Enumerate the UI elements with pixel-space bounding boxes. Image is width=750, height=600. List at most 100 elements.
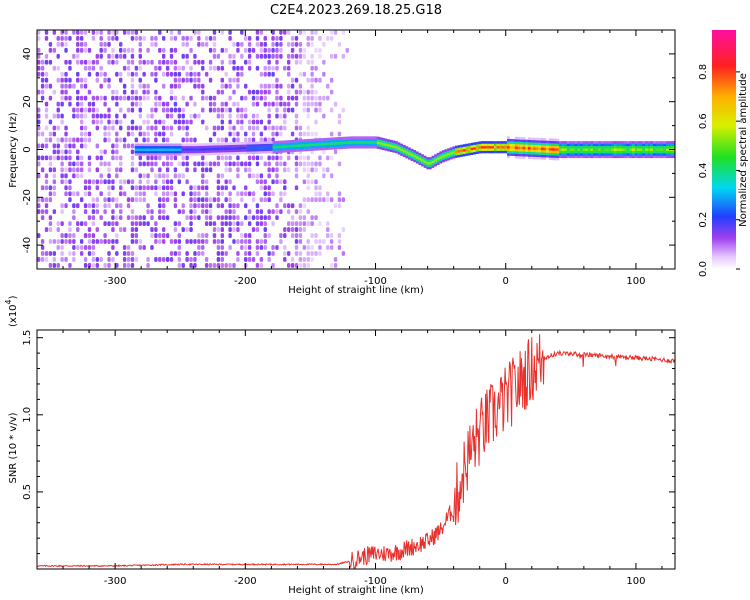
spectrogram-cell: [418, 155, 422, 158]
spectrogram-cell: [130, 30, 135, 35]
spectrogram-cell: [224, 251, 228, 256]
spectrogram-cell: [413, 159, 417, 163]
spectrogram-cell: [306, 141, 310, 144]
spectrogram-cell: [621, 155, 625, 159]
spectrogram-cell: [232, 131, 236, 137]
spectrogram-cell: [150, 245, 154, 250]
spectrogram-cell: [603, 155, 607, 159]
spectrogram-cell: [267, 141, 271, 144]
spectrogram-cell: [303, 139, 307, 142]
spectrogram-cell: [397, 149, 401, 153]
spectrogram-cell: [119, 191, 123, 197]
spectrogram-cell: [154, 35, 158, 41]
spectrogram-cell: [329, 107, 334, 113]
spectrogram-cell: [384, 138, 388, 142]
spectrogram-cell: [193, 167, 197, 173]
spectrogram-cell: [142, 245, 146, 250]
spectrogram-cell: [384, 148, 388, 151]
spectrogram-cell: [185, 215, 189, 221]
spectrogram-cell: [286, 89, 291, 95]
spectrogram-cell: [158, 148, 161, 151]
spectrogram-cell: [556, 155, 560, 159]
spectrogram-cell: [185, 161, 189, 167]
spectrogram-cell: [376, 146, 380, 149]
spectrogram-cell: [507, 141, 510, 144]
spectrogram-cell: [103, 77, 107, 83]
spectrogram-cell: [605, 143, 609, 147]
spectrogram-cell: [267, 173, 271, 179]
spectrogram-cell: [122, 47, 127, 53]
spectrogram-cell: [290, 47, 295, 53]
spectrogram-cell: [119, 53, 123, 59]
spectrogram-cell: [87, 227, 92, 232]
spectrogram-cell: [177, 245, 182, 250]
spectrogram-cell: [279, 209, 283, 215]
spectrogram-cell: [241, 142, 245, 145]
spectrogram-cell: [208, 47, 213, 53]
spectrogram-cell: [158, 257, 162, 262]
spectrogram-cell: [60, 173, 64, 179]
spectrogram-cell: [574, 141, 578, 144]
spectrogram-cell: [494, 141, 497, 144]
spectrogram-cell: [220, 47, 224, 53]
spectrogram-cell: [314, 143, 318, 146]
spectrogram-cell: [275, 209, 279, 215]
spectrogram-cell: [155, 143, 159, 147]
spectrogram-cell: [169, 89, 174, 95]
spectrogram-cell: [671, 145, 674, 149]
spectrogram-cell: [382, 137, 385, 141]
spectrogram-cell: [194, 143, 198, 147]
spectrogram-cell: [126, 143, 131, 149]
spectrogram-cell: [233, 149, 237, 153]
spectrogram-cell: [189, 191, 193, 197]
spectrogram-cell: [201, 185, 205, 191]
spectrogram-cell: [139, 150, 143, 154]
spectrogram-cell: [103, 137, 107, 143]
spectrogram-cell: [658, 150, 661, 154]
spectrogram-cell: [561, 155, 565, 159]
spectrogram-cell: [220, 113, 224, 119]
spectrogram-cell: [660, 143, 664, 147]
spectrogram-cell: [318, 77, 322, 83]
spectrogram-cell: [650, 150, 654, 154]
spectrogram-cell: [216, 113, 221, 119]
spectrogram-cell: [173, 153, 177, 156]
spectrogram-cell: [452, 148, 456, 152]
spectrogram-cell: [238, 149, 242, 152]
spectrogram-cell: [177, 107, 182, 113]
spectrogram-cell: [660, 153, 664, 156]
spectrogram-cell: [314, 101, 318, 107]
spectrogram-cell: [126, 30, 131, 35]
spectrogram-cell: [44, 30, 49, 35]
spectrogram-cell: [150, 227, 154, 232]
spectrogram-cell: [52, 263, 57, 268]
spectrogram-cell: [147, 153, 151, 156]
spectrogram-cell: [514, 155, 518, 159]
spectrogram-cell: [87, 167, 92, 173]
spectrogram-cell: [271, 263, 275, 268]
spectrogram-cell: [270, 145, 273, 149]
spectrogram-cell: [220, 145, 224, 148]
spectrogram-cell: [154, 131, 158, 137]
spectrogram-cell: [48, 137, 53, 143]
spectrogram-cell: [103, 125, 107, 131]
spectrogram-cell: [267, 185, 271, 191]
spectrogram-cell: [130, 143, 135, 149]
spectrogram-cell: [251, 155, 256, 161]
spectrogram-cell: [322, 142, 325, 146]
spectrogram-cell: [210, 152, 213, 156]
spectrogram-cell: [201, 251, 205, 256]
spectrogram-cell: [37, 59, 41, 65]
spectrogram-cell: [264, 148, 268, 152]
spectrogram-cell: [379, 144, 383, 148]
spectrogram-cell: [126, 107, 131, 113]
spectrogram-x-tick-label: 0: [503, 276, 509, 287]
spectrogram-cell: [369, 136, 372, 139]
spectrogram-cell: [137, 153, 141, 156]
spectrogram-cell: [255, 65, 260, 71]
spectrogram-cell: [165, 173, 170, 179]
spectrogram-cell: [169, 239, 174, 244]
spectrogram-cell: [79, 107, 84, 113]
spectrogram-cell: [310, 83, 314, 89]
spectrogram-cell: [400, 148, 404, 152]
